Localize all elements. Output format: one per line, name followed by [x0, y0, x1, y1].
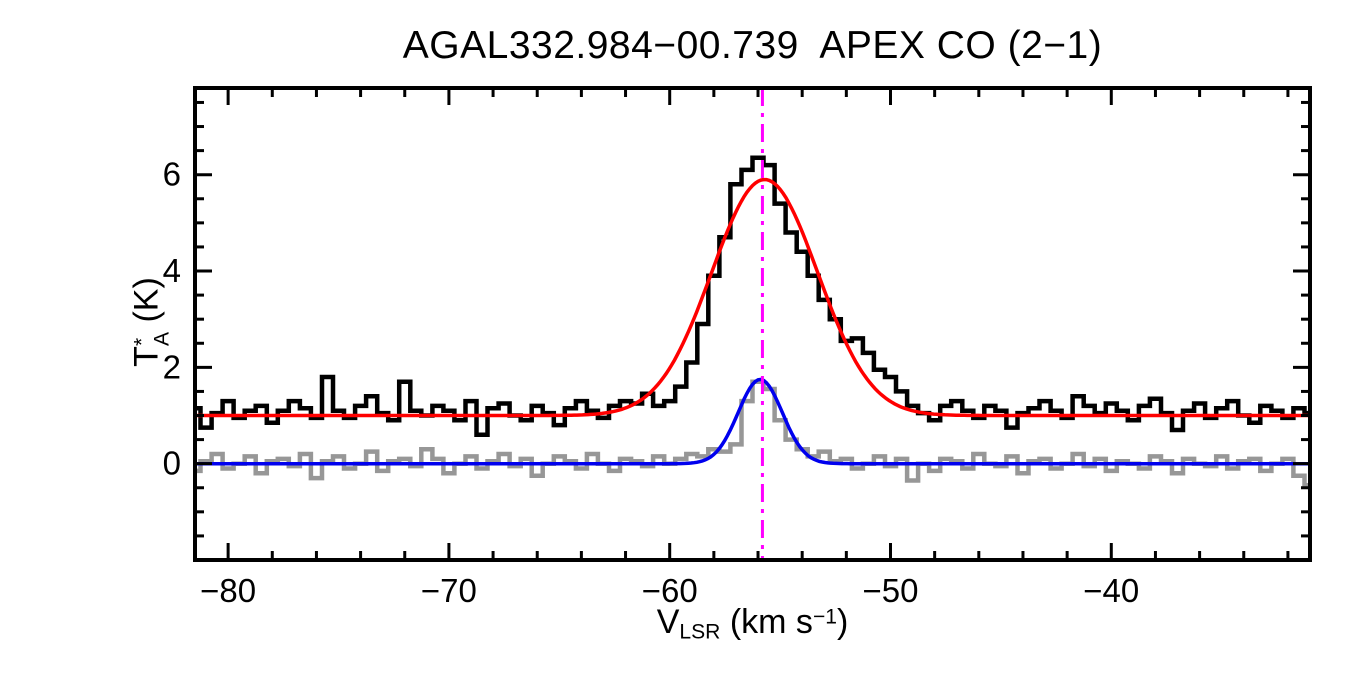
x-label-superscript: −1 — [812, 605, 837, 629]
gaussian-fit-secondary-path — [195, 377, 1310, 466]
x-axis-label: VLSR (km s−1) — [195, 603, 1310, 644]
main-spectrum-path — [195, 155, 1310, 438]
y-tick-label: 6 — [163, 156, 181, 193]
plot-area — [195, 88, 1310, 560]
secondary-spectrum-path — [195, 379, 1310, 488]
plot-frame — [193, 86, 1312, 562]
x-label-unit-close: ) — [836, 603, 849, 641]
y-tick-label: 2 — [163, 348, 181, 385]
x-tick-label: −40 — [1083, 572, 1139, 609]
x-tick-label: −60 — [642, 572, 698, 609]
y-tick-label: 4 — [163, 252, 181, 289]
x-label-symbol: V — [656, 603, 680, 641]
x-tick-label: −80 — [200, 572, 256, 609]
x-label-subscript: LSR — [679, 620, 721, 644]
y-tick-label: 0 — [163, 445, 181, 482]
x-tick-label: −50 — [863, 572, 919, 609]
gaussian-fit-main-path — [195, 177, 1310, 418]
x-tick-label: −70 — [421, 572, 477, 609]
chart-title: AGAL332.984−00.739 APEX CO (2−1) — [402, 24, 1103, 67]
axis-ticks — [195, 88, 1310, 562]
x-label-unit-open: (km s — [720, 603, 813, 641]
